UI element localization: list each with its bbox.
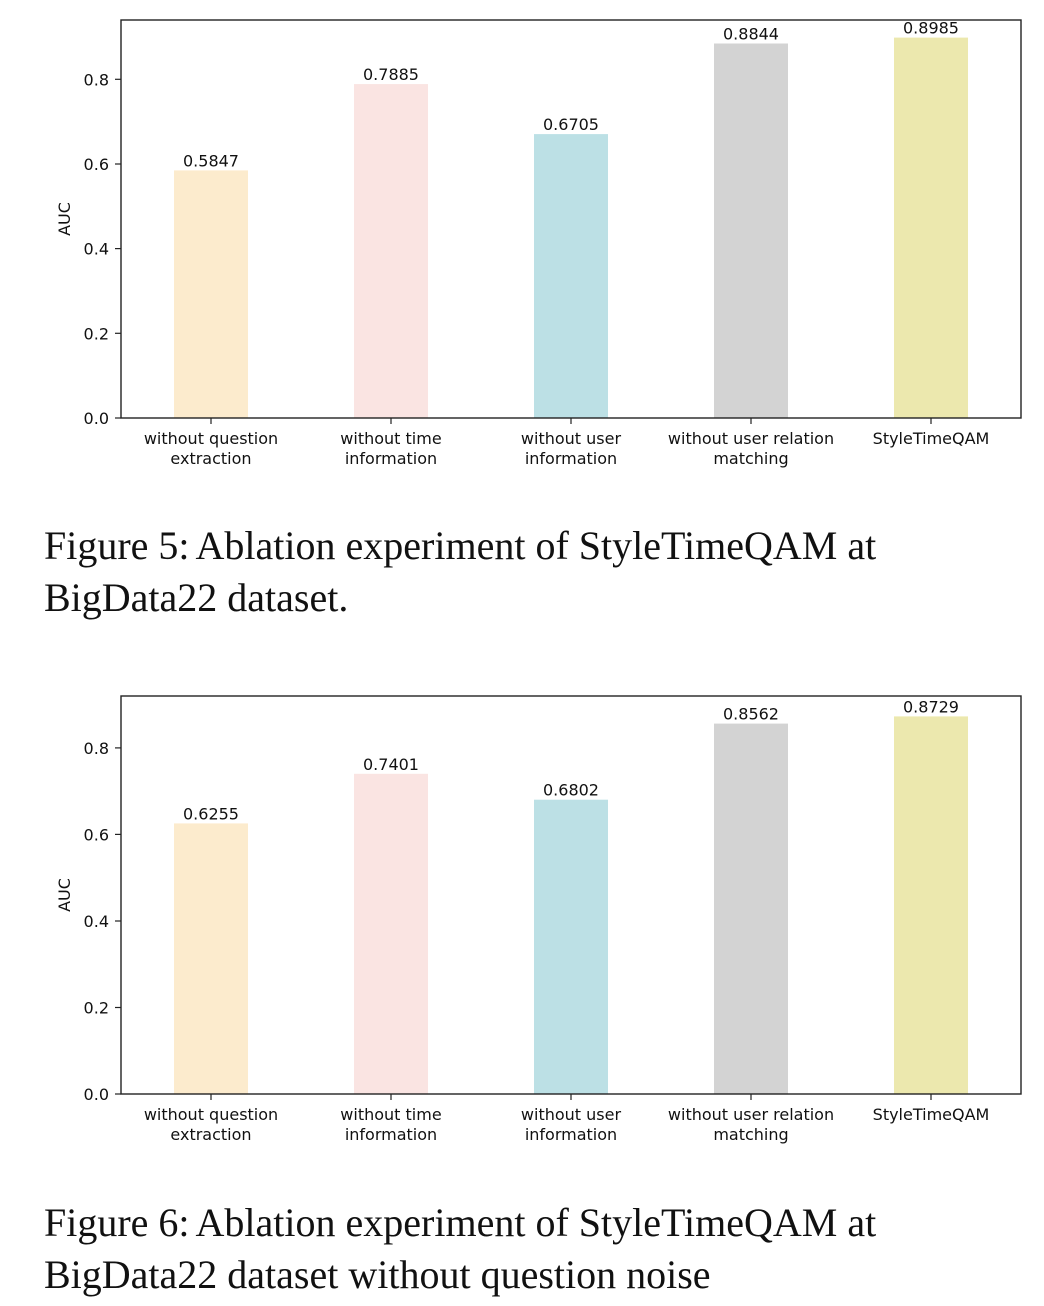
x-tick-label-line: without time [340,1105,441,1124]
x-tick-label-line: StyleTimeQAM [873,429,990,448]
bar [354,773,428,1094]
bar [534,799,608,1094]
y-tick-label: 0.0 [84,1085,109,1104]
figure-5-caption-label: Figure 5: [44,523,190,568]
y-tick-label: 0.4 [84,912,109,931]
figure-6-caption-text: Ablation experiment of StyleTimeQAM at B… [44,1200,877,1297]
x-tick-label: StyleTimeQAM [873,1105,990,1124]
x-tick-label-line: StyleTimeQAM [873,1105,990,1124]
y-tick-label: 0.6 [84,155,109,174]
x-tick-label-line: without question [144,1105,278,1124]
bar [714,43,788,418]
bar-value-label: 0.8844 [723,25,779,44]
y-axis-label: AUC [55,878,74,912]
x-tick-label-line: information [345,1125,437,1144]
figure-6-caption-label: Figure 6: [44,1200,190,1245]
x-tick-label: without question extraction [144,429,278,468]
chart-figure-5: 0.5847 without question extraction 0.7885 wi… [55,19,1022,468]
y-tick-label: 0.2 [84,999,109,1018]
x-tick-label-line: without user [521,429,622,448]
y-tick-label: 0.0 [84,409,109,428]
x-tick-label-line: extraction [170,1125,251,1144]
plot-frame [120,695,1022,1095]
x-tick-label: without user information [521,1105,622,1144]
bar [894,716,968,1094]
y-tick-label: 0.4 [84,240,109,259]
x-tick-label: without time information [340,429,441,468]
y-axis-label: AUC [55,202,74,236]
bar [534,134,608,418]
figure-5-caption: Figure 5: Ablation experiment of StyleTim… [44,520,1004,624]
x-tick-label-line: without user relation [668,429,834,448]
bar-value-label: 0.7885 [363,65,419,84]
bar-value-label: 0.8562 [723,705,779,724]
x-tick-label: StyleTimeQAM [873,429,990,448]
x-tick-label-line: information [345,449,437,468]
x-tick-label: without question extraction [144,1105,278,1144]
x-tick-label-line: matching [713,1125,788,1144]
x-tick-label-line: matching [713,449,788,468]
bar-value-label: 0.8985 [903,19,959,38]
chart-figure-6: 0.6255 without question extraction 0.7401 wi… [55,695,1022,1144]
x-tick-label-line: extraction [170,449,251,468]
x-tick-label-line: information [525,1125,617,1144]
bar-value-label: 0.6255 [183,804,239,823]
figure-5-caption-text: Ablation experiment of StyleTimeQAM at B… [44,523,877,620]
x-tick-label: without time information [340,1105,441,1144]
x-tick-label-line: without user [521,1105,622,1124]
bar-value-label: 0.6802 [543,781,599,800]
y-tick-label: 0.8 [84,739,109,758]
x-tick-label-line: information [525,449,617,468]
figure-6-caption: Figure 6: Ablation experiment of StyleTim… [44,1197,1004,1301]
bar [714,723,788,1094]
bar [354,84,428,418]
y-tick-label: 0.2 [84,324,109,343]
bar-value-label: 0.8729 [903,697,959,716]
x-tick-label: without user information [521,429,622,468]
x-tick-label-line: without question [144,429,278,448]
y-tick-label: 0.8 [84,70,109,89]
bar-value-label: 0.6705 [543,115,599,134]
y-tick-label: 0.6 [84,825,109,844]
bar-value-label: 0.5847 [183,151,239,170]
x-tick-label: without user relation matching [668,429,834,468]
x-tick-label-line: without user relation [668,1105,834,1124]
x-tick-label: without user relation matching [668,1105,834,1144]
x-tick-label-line: without time [340,429,441,448]
bar [174,170,248,418]
plot-frame [120,19,1022,419]
bar [174,823,248,1094]
bar [894,37,968,418]
bar-value-label: 0.7401 [363,755,419,774]
